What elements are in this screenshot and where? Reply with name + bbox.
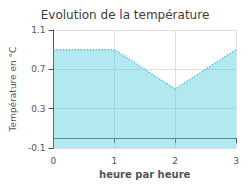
svg-text:Evolution de la température: Evolution de la température: [41, 8, 210, 22]
svg-text:1: 1: [111, 156, 117, 166]
svg-text:0: 0: [51, 156, 57, 166]
svg-text:Température en °C: Température en °C: [8, 47, 18, 133]
svg-text:-0.1: -0.1: [28, 143, 46, 153]
svg-text:2: 2: [172, 156, 178, 166]
svg-text:0.3: 0.3: [31, 104, 45, 114]
svg-text:3: 3: [233, 156, 239, 166]
svg-text:0.7: 0.7: [31, 64, 45, 74]
svg-text:heure par heure: heure par heure: [99, 169, 190, 180]
svg-text:1.1: 1.1: [31, 25, 45, 35]
